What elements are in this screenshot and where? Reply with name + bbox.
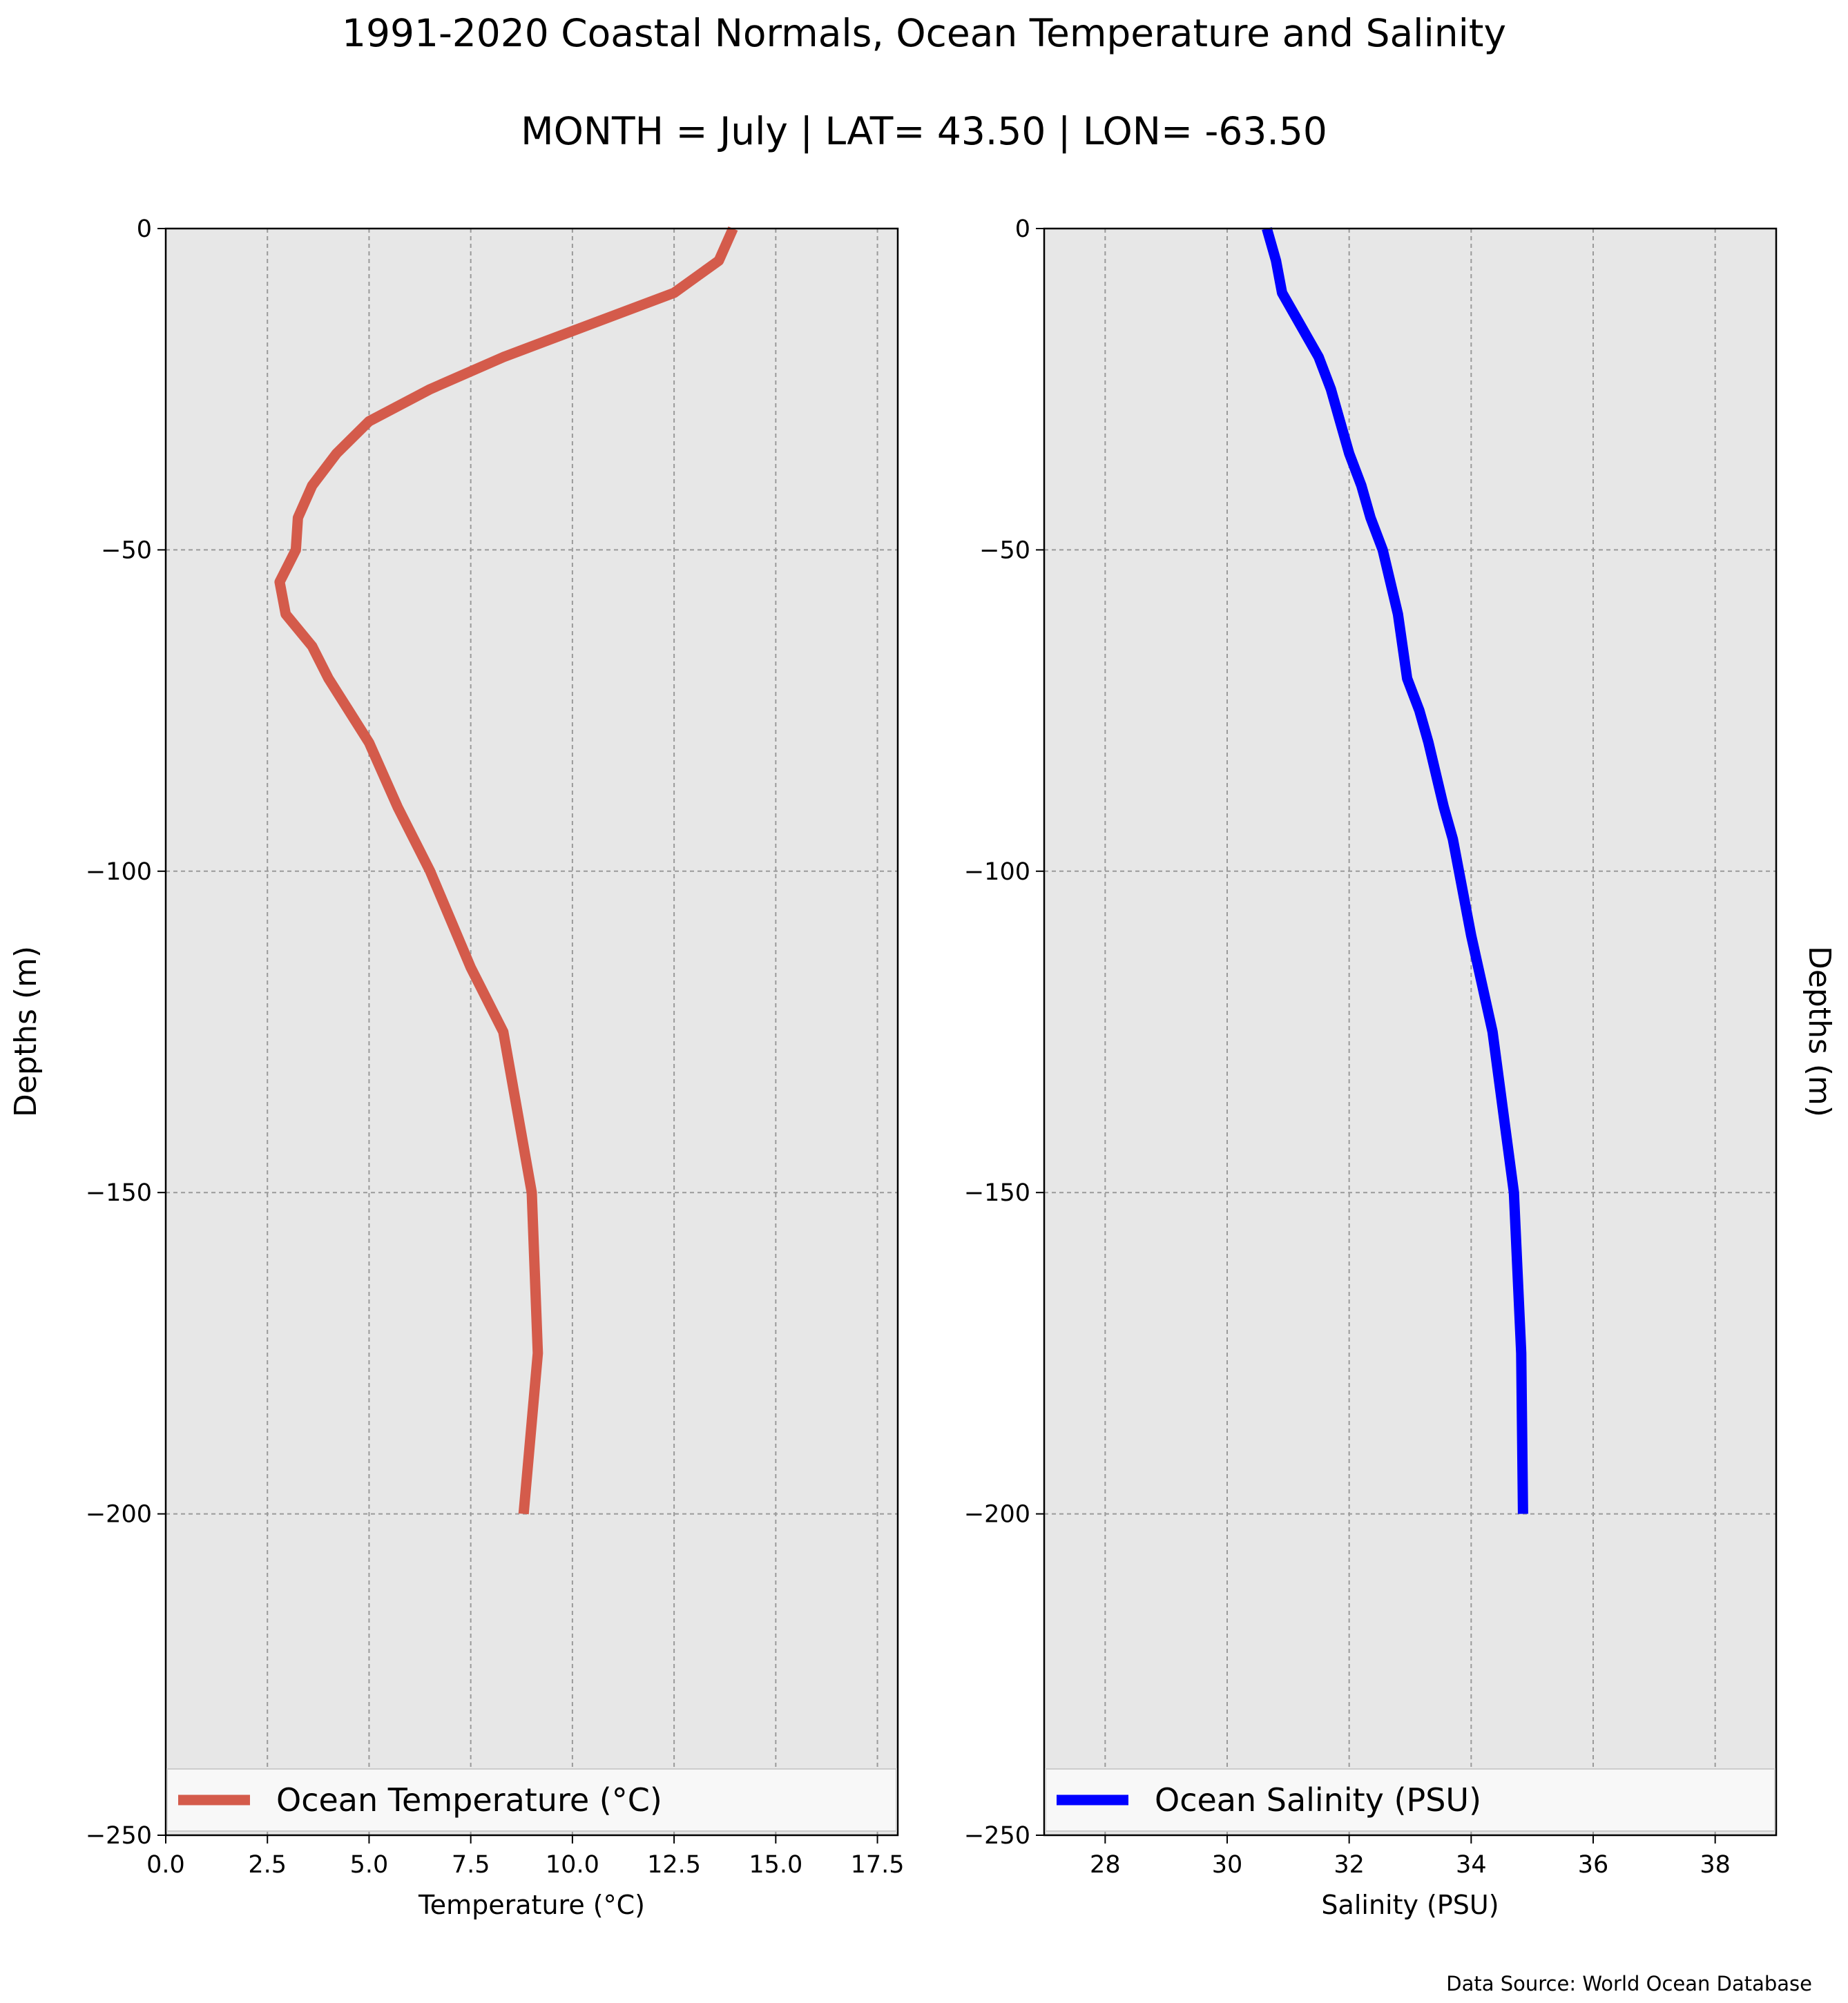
sal-x-axis-label: Salinity (PSU) — [1321, 1890, 1499, 1920]
sal-x-tick-label: 36 — [1578, 1851, 1609, 1879]
temp-x-tick-label: 17.5 — [851, 1851, 905, 1879]
sal-axes-frame — [1043, 227, 1778, 1837]
sal-series-line — [1262, 226, 1528, 1514]
temp-y-axis-label: Depths (m) — [8, 946, 44, 1117]
sal-x-tick-label: 38 — [1700, 1851, 1731, 1879]
temp-x-tick-label: 10.0 — [546, 1851, 599, 1879]
data-source-note: Data Source: World Ocean Database — [1446, 1972, 1812, 1995]
temp-y-tick-label: −150 — [86, 1179, 152, 1207]
temp-series-line — [274, 226, 738, 1515]
sal-x-tick-label: 32 — [1334, 1851, 1365, 1879]
temp-y-tick-label: −50 — [101, 536, 152, 564]
sal-y-tick-label: 0 — [1015, 215, 1030, 243]
sal-y-tick-label: −50 — [979, 536, 1030, 564]
temp-x-tick-label: 12.5 — [647, 1851, 701, 1879]
sal-x-tick-label: 28 — [1090, 1851, 1121, 1879]
sal-x-tick-label: 34 — [1456, 1851, 1487, 1879]
temp-x-tick-label: 7.5 — [452, 1851, 490, 1879]
sal-y-axis-label: Depths (m) — [1802, 946, 1837, 1117]
temp-x-tick-label: 0.0 — [146, 1851, 185, 1879]
temp-plot-area — [166, 229, 898, 1835]
temp-y-tick-label: −100 — [86, 858, 152, 886]
temp-x-tick-label: 15.0 — [749, 1851, 802, 1879]
temp-y-tick-label: −200 — [86, 1501, 152, 1529]
temp-y-tick-label: −250 — [86, 1822, 152, 1850]
temp-legend-box — [166, 1768, 897, 1832]
temp-x-axis-label: Temperature (°C) — [418, 1890, 645, 1920]
sal-x-tick-label: 30 — [1212, 1851, 1243, 1879]
temp-x-tick-label: 2.5 — [248, 1851, 287, 1879]
sal-legend-box — [1045, 1768, 1775, 1832]
temp-legend-label: Ocean Temperature (°C) — [276, 1781, 662, 1819]
chart-title: 1991-2020 Coastal Normals, Ocean Tempera… — [341, 11, 1506, 55]
sal-y-tick-label: −200 — [964, 1501, 1030, 1529]
temp-y-tick-label: 0 — [137, 215, 152, 243]
temp-axes-frame — [164, 227, 899, 1837]
sal-y-tick-label: −250 — [964, 1822, 1030, 1850]
sal-legend-label: Ocean Salinity (PSU) — [1155, 1781, 1481, 1819]
chart-subtitle: MONTH = July | LAT= 43.50 | LON= -63.50 — [521, 109, 1327, 153]
temp-x-tick-label: 5.0 — [350, 1851, 389, 1879]
sal-plot-area — [1044, 229, 1776, 1835]
sal-y-tick-label: −100 — [964, 858, 1030, 886]
sal-y-tick-label: −150 — [964, 1179, 1030, 1207]
